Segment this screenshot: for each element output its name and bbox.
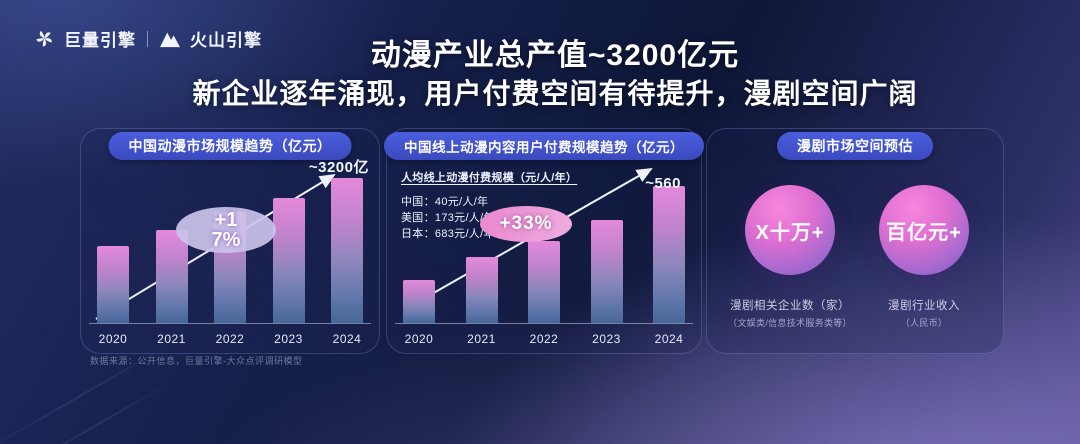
- x-tick-label: 2023: [592, 332, 621, 346]
- panel-market-header: 中国动漫市场规模趋势（亿元）: [108, 132, 352, 160]
- stat-label: 漫剧相关企业数（家）: [730, 300, 850, 312]
- growth-badge: +33%: [480, 206, 572, 242]
- panel-forecast-header: 漫剧市场空间预估: [777, 132, 933, 160]
- bars-row: [97, 171, 363, 323]
- data-source-footnote: 数据来源：公开信息，巨量引擎-大众点评调研模型: [90, 356, 303, 366]
- peak-value-label: ~560: [645, 175, 681, 192]
- panel-forecast: 漫剧市场空间预估 X十万+ 漫剧相关企业数（家） （文娱类/信息技术服务类等） …: [706, 128, 1004, 354]
- x-tick-label: 2022: [215, 332, 245, 346]
- x-axis-line: [395, 323, 693, 324]
- bar-2022: [528, 241, 560, 323]
- pinwheel-logo-icon: [34, 28, 55, 49]
- stat-sublabel: （人民币）: [900, 318, 948, 328]
- x-tick-label: 2021: [467, 332, 496, 346]
- years-row: 2020 2021 2022 2023 2024: [403, 332, 685, 346]
- bar-2024: [653, 186, 685, 323]
- stat-circle: 百亿元+: [879, 185, 969, 275]
- bar-2020: [403, 280, 435, 323]
- mountain-logo-icon: [159, 29, 181, 49]
- page-title: 动漫产业总产值~3200亿元: [370, 39, 740, 72]
- page-subtitle: 新企业逐年涌现，用户付费空间有待提升，漫剧空间广阔: [192, 78, 918, 110]
- stat-sublabel: （文娱类/信息技术服务类等）: [728, 318, 852, 328]
- stat-label: 漫剧行业收入: [888, 300, 960, 312]
- stat-circle: X十万+: [745, 185, 835, 275]
- bar-2021: [465, 257, 498, 323]
- brand-bar: 巨量引擎 火山引擎: [34, 26, 262, 51]
- logo-divider: [147, 30, 148, 47]
- stat-companies: X十万+ 漫剧相关企业数（家） （文娱类/信息技术服务类等）: [723, 185, 857, 329]
- x-tick-label: 2020: [404, 332, 434, 346]
- x-tick-label: 2023: [274, 332, 303, 346]
- x-tick-label: 2024: [332, 332, 362, 346]
- bar-2023: [590, 220, 623, 323]
- bar-2023: [272, 198, 305, 323]
- panel-paid-scale: 中国线上动漫内容用户付费规模趋势（亿元） 人均线上动漫付费规模（元/人/年） 中…: [384, 128, 704, 354]
- panel-market-size: 中国动漫市场规模趋势（亿元） 2020 2021 2022 2023 2024 +17%…: [80, 128, 380, 354]
- x-tick-label: 2022: [529, 332, 559, 346]
- x-tick-label: 2020: [98, 332, 128, 346]
- years-row: 2020 2021 2022 2023 2024: [97, 332, 363, 346]
- growth-badge: +17%: [176, 207, 276, 253]
- header-titles: 动漫产业总产值~3200亿元 新企业逐年涌现，用户付费空间有待提升，漫剧空间广阔: [70, 38, 1040, 110]
- bar-2020: [97, 246, 129, 323]
- bar-2024: [331, 178, 363, 323]
- x-axis-line: [89, 323, 371, 324]
- logo-text-secondary: 火山引擎: [190, 31, 262, 50]
- x-tick-label: 2021: [157, 332, 186, 346]
- bars-row: [403, 171, 685, 323]
- peak-value-label: ~3200亿: [308, 159, 369, 176]
- x-tick-label: 2024: [654, 332, 684, 346]
- bar-2021: [155, 230, 188, 323]
- panel-paid-header: 中国线上动漫内容用户付费规模趋势（亿元）: [384, 132, 704, 160]
- stat-revenue: 百亿元+ 漫剧行业收入 （人民币）: [857, 185, 991, 329]
- logo-text-primary: 巨量引擎: [64, 31, 136, 50]
